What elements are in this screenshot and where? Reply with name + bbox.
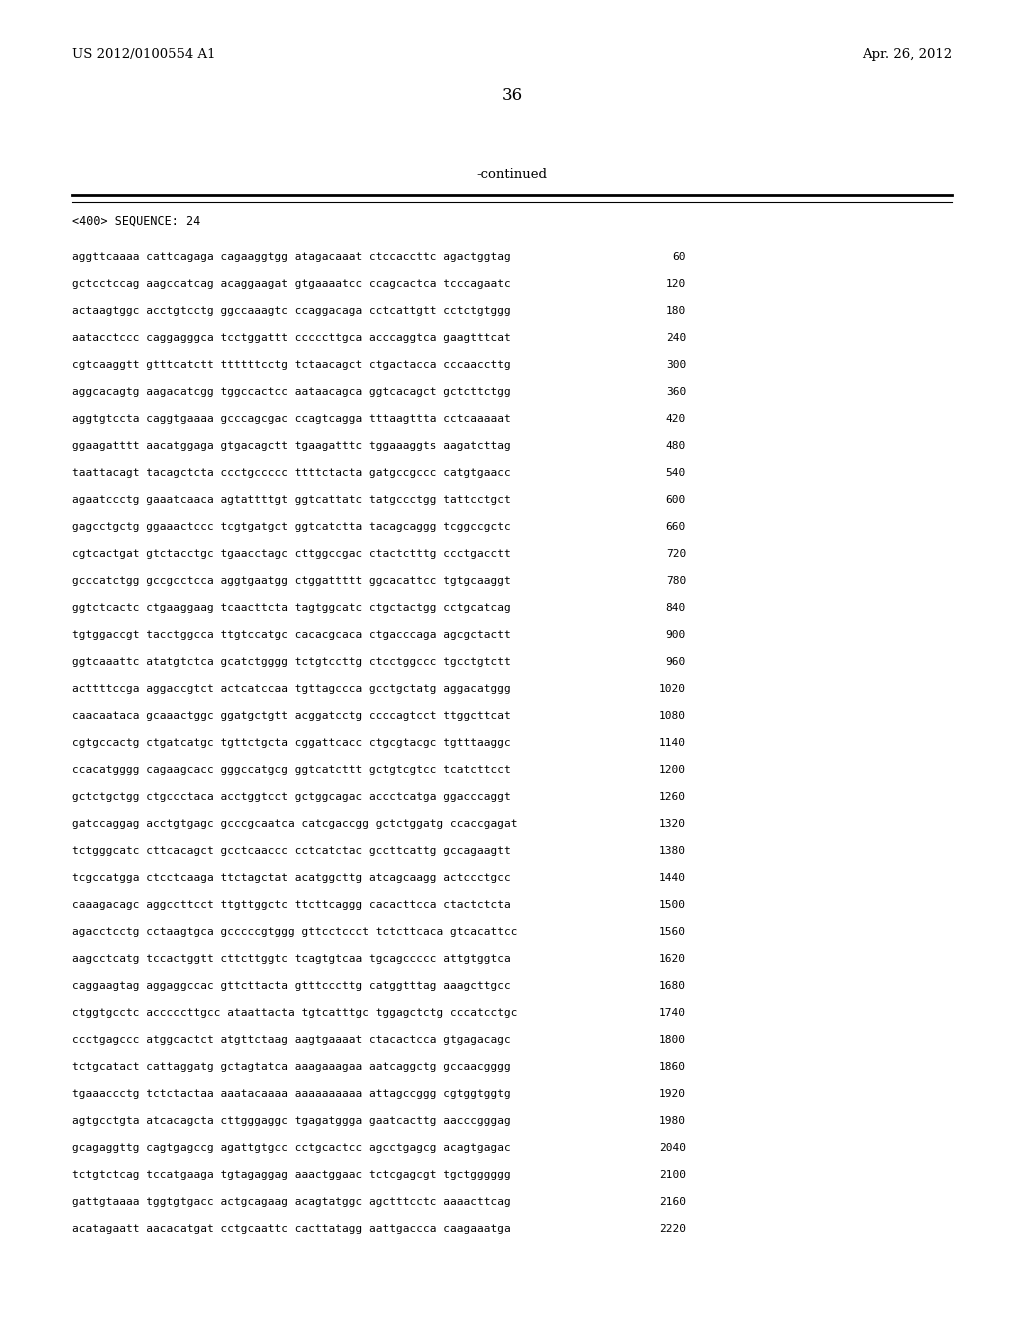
Text: tcgccatgga ctcctcaaga ttctagctat acatggcttg atcagcaagg actccctgcc: tcgccatgga ctcctcaaga ttctagctat acatggc… [72,873,511,883]
Text: 1140: 1140 [659,738,686,748]
Text: 1800: 1800 [659,1035,686,1045]
Text: 1500: 1500 [659,900,686,909]
Text: 60: 60 [673,252,686,261]
Text: tctgcatact cattaggatg gctagtatca aaagaaagaa aatcaggctg gccaacgggg: tctgcatact cattaggatg gctagtatca aaagaaa… [72,1063,511,1072]
Text: 36: 36 [502,87,522,104]
Text: Apr. 26, 2012: Apr. 26, 2012 [862,48,952,61]
Text: -continued: -continued [476,168,548,181]
Text: gagcctgctg ggaaactccc tcgtgatgct ggtcatctta tacagcaggg tcggccgctc: gagcctgctg ggaaactccc tcgtgatgct ggtcatc… [72,521,511,532]
Text: gctcctccag aagccatcag acaggaagat gtgaaaatcc ccagcactca tcccagaatc: gctcctccag aagccatcag acaggaagat gtgaaaa… [72,279,511,289]
Text: cgtcaaggtt gtttcatctt ttttttcctg tctaacagct ctgactacca cccaaccttg: cgtcaaggtt gtttcatctt ttttttcctg tctaaca… [72,360,511,370]
Text: 2220: 2220 [659,1224,686,1234]
Text: 1380: 1380 [659,846,686,855]
Text: agacctcctg cctaagtgca gcccccgtggg gttcctccct tctcttcaca gtcacattcc: agacctcctg cctaagtgca gcccccgtggg gttcct… [72,927,517,937]
Text: 2100: 2100 [659,1170,686,1180]
Text: 1680: 1680 [659,981,686,991]
Text: 360: 360 [666,387,686,397]
Text: 1260: 1260 [659,792,686,803]
Text: 780: 780 [666,576,686,586]
Text: <400> SEQUENCE: 24: <400> SEQUENCE: 24 [72,215,201,228]
Text: gcccatctgg gccgcctcca aggtgaatgg ctggattttt ggcacattcc tgtgcaaggt: gcccatctgg gccgcctcca aggtgaatgg ctggatt… [72,576,511,586]
Text: cgtcactgat gtctacctgc tgaacctagc cttggccgac ctactctttg ccctgacctt: cgtcactgat gtctacctgc tgaacctagc cttggcc… [72,549,511,558]
Text: 1080: 1080 [659,711,686,721]
Text: 900: 900 [666,630,686,640]
Text: 660: 660 [666,521,686,532]
Text: 1020: 1020 [659,684,686,694]
Text: gattgtaaaa tggtgtgacc actgcagaag acagtatggc agctttcctc aaaacttcag: gattgtaaaa tggtgtgacc actgcagaag acagtat… [72,1197,511,1206]
Text: US 2012/0100554 A1: US 2012/0100554 A1 [72,48,215,61]
Text: 540: 540 [666,469,686,478]
Text: 120: 120 [666,279,686,289]
Text: caaagacagc aggccttcct ttgttggctc ttcttcaggg cacacttcca ctactctcta: caaagacagc aggccttcct ttgttggctc ttcttca… [72,900,511,909]
Text: 840: 840 [666,603,686,612]
Text: 480: 480 [666,441,686,451]
Text: tgaaaccctg tctctactaa aaatacaaaa aaaaaaaaaa attagccggg cgtggtggtg: tgaaaccctg tctctactaa aaatacaaaa aaaaaaa… [72,1089,511,1100]
Text: 600: 600 [666,495,686,506]
Text: 300: 300 [666,360,686,370]
Text: caacaataca gcaaactggc ggatgctgtt acggatcctg ccccagtcct ttggcttcat: caacaataca gcaaactggc ggatgctgtt acggatc… [72,711,511,721]
Text: ggaagatttt aacatggaga gtgacagctt tgaagatttc tggaaaggts aagatcttag: ggaagatttt aacatggaga gtgacagctt tgaagat… [72,441,511,451]
Text: aggttcaaaa cattcagaga cagaaggtgg atagacaaat ctccaccttc agactggtag: aggttcaaaa cattcagaga cagaaggtgg atagaca… [72,252,511,261]
Text: aggcacagtg aagacatcgg tggccactcc aataacagca ggtcacagct gctcttctgg: aggcacagtg aagacatcgg tggccactcc aataaca… [72,387,511,397]
Text: ccctgagccc atggcactct atgttctaag aagtgaaaat ctacactcca gtgagacagc: ccctgagccc atggcactct atgttctaag aagtgaa… [72,1035,511,1045]
Text: 1440: 1440 [659,873,686,883]
Text: 1920: 1920 [659,1089,686,1100]
Text: ctggtgcctc acccccttgcc ataattacta tgtcatttgc tggagctctg cccatcctgc: ctggtgcctc acccccttgcc ataattacta tgtcat… [72,1008,517,1018]
Text: 1560: 1560 [659,927,686,937]
Text: ggtctcactc ctgaaggaag tcaacttcta tagtggcatc ctgctactgg cctgcatcag: ggtctcactc ctgaaggaag tcaacttcta tagtggc… [72,603,511,612]
Text: taattacagt tacagctcta ccctgccccc ttttctacta gatgccgccc catgtgaacc: taattacagt tacagctcta ccctgccccc ttttcta… [72,469,511,478]
Text: 1980: 1980 [659,1115,686,1126]
Text: 2160: 2160 [659,1197,686,1206]
Text: actaagtggc acctgtcctg ggccaaagtc ccaggacaga cctcattgtt cctctgtggg: actaagtggc acctgtcctg ggccaaagtc ccaggac… [72,306,511,315]
Text: 240: 240 [666,333,686,343]
Text: agaatccctg gaaatcaaca agtattttgt ggtcattatc tatgccctgg tattcctgct: agaatccctg gaaatcaaca agtattttgt ggtcatt… [72,495,511,506]
Text: 1320: 1320 [659,818,686,829]
Text: aatacctccc caggagggca tcctggattt cccccttgca acccaggtca gaagtttcat: aatacctccc caggagggca tcctggattt ccccctt… [72,333,511,343]
Text: ccacatgggg cagaagcacc gggccatgcg ggtcatcttt gctgtcgtcc tcatcttcct: ccacatgggg cagaagcacc gggccatgcg ggtcatc… [72,766,511,775]
Text: 960: 960 [666,657,686,667]
Text: tctgtctcag tccatgaaga tgtagaggag aaactggaac tctcgagcgt tgctgggggg: tctgtctcag tccatgaaga tgtagaggag aaactgg… [72,1170,511,1180]
Text: gctctgctgg ctgccctaca acctggtcct gctggcagac accctcatga ggacccaggt: gctctgctgg ctgccctaca acctggtcct gctggca… [72,792,511,803]
Text: tgtggaccgt tacctggcca ttgtccatgc cacacgcaca ctgacccaga agcgctactt: tgtggaccgt tacctggcca ttgtccatgc cacacgc… [72,630,511,640]
Text: 1860: 1860 [659,1063,686,1072]
Text: tctgggcatc cttcacagct gcctcaaccc cctcatctac gccttcattg gccagaagtt: tctgggcatc cttcacagct gcctcaaccc cctcatc… [72,846,511,855]
Text: gatccaggag acctgtgagc gcccgcaatca catcgaccgg gctctggatg ccaccgagat: gatccaggag acctgtgagc gcccgcaatca catcga… [72,818,517,829]
Text: acttttccga aggaccgtct actcatccaa tgttagccca gcctgctatg aggacatggg: acttttccga aggaccgtct actcatccaa tgttagc… [72,684,511,694]
Text: 1620: 1620 [659,954,686,964]
Text: cgtgccactg ctgatcatgc tgttctgcta cggattcacc ctgcgtacgc tgtttaaggc: cgtgccactg ctgatcatgc tgttctgcta cggattc… [72,738,511,748]
Text: caggaagtag aggaggccac gttcttacta gtttcccttg catggtttag aaagcttgcc: caggaagtag aggaggccac gttcttacta gtttccc… [72,981,511,991]
Text: agtgcctgta atcacagcta cttgggaggc tgagatggga gaatcacttg aacccgggag: agtgcctgta atcacagcta cttgggaggc tgagatg… [72,1115,511,1126]
Text: 1740: 1740 [659,1008,686,1018]
Text: 2040: 2040 [659,1143,686,1152]
Text: aggtgtccta caggtgaaaa gcccagcgac ccagtcagga tttaagttta cctcaaaaat: aggtgtccta caggtgaaaa gcccagcgac ccagtca… [72,414,511,424]
Text: 420: 420 [666,414,686,424]
Text: 720: 720 [666,549,686,558]
Text: aagcctcatg tccactggtt cttcttggtc tcagtgtcaa tgcagccccc attgtggtca: aagcctcatg tccactggtt cttcttggtc tcagtgt… [72,954,511,964]
Text: acatagaatt aacacatgat cctgcaattc cacttatagg aattgaccca caagaaatga: acatagaatt aacacatgat cctgcaattc cacttat… [72,1224,511,1234]
Text: ggtcaaattc atatgtctca gcatctgggg tctgtccttg ctcctggccc tgcctgtctt: ggtcaaattc atatgtctca gcatctgggg tctgtcc… [72,657,511,667]
Text: 180: 180 [666,306,686,315]
Text: 1200: 1200 [659,766,686,775]
Text: gcagaggttg cagtgagccg agattgtgcc cctgcactcc agcctgagcg acagtgagac: gcagaggttg cagtgagccg agattgtgcc cctgcac… [72,1143,511,1152]
